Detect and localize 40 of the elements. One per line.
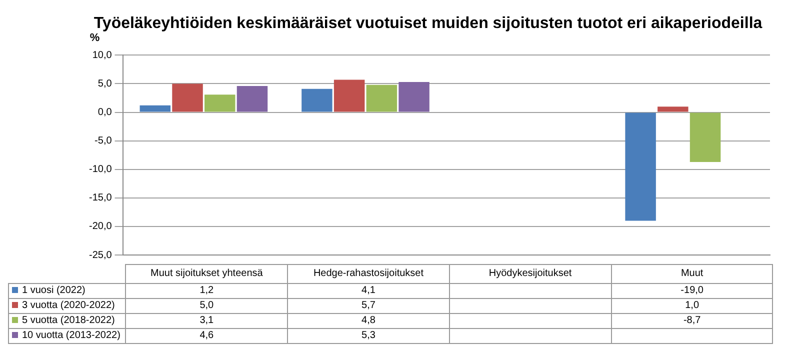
data-label: 3,1 — [126, 313, 288, 328]
bar — [334, 80, 365, 112]
bar — [690, 112, 721, 162]
bar — [236, 86, 268, 112]
bar — [204, 94, 236, 112]
bar — [625, 112, 656, 221]
data-label: 5,0 — [126, 298, 288, 313]
bar — [658, 106, 688, 112]
chart-title: Työeläkeyhtiöiden keskimääräiset vuotuiset muiden sijoitusten tuotot eri aikaperiodeilla — [94, 15, 762, 32]
x-tick-label: Hyödykesijoitukset — [449, 264, 612, 283]
data-label: 4,8 — [288, 313, 450, 328]
data-label: -8,7 — [611, 313, 773, 328]
data-label: 4,6 — [126, 328, 288, 343]
x-tick-label: Muut sijoitukset yhteensä — [126, 264, 288, 283]
bar — [140, 105, 171, 112]
data-label: 5,3 — [288, 328, 450, 343]
x-tick-label: Muut — [611, 264, 773, 283]
data-label: 4,1 — [288, 283, 450, 298]
x-tick-label: Hedge-rahastosijoitukset — [288, 264, 450, 283]
legend-label: 10 vuotta (2013-2022) — [8, 328, 126, 343]
y-tick-label: 0,0 — [98, 107, 112, 118]
data-label: 1,2 — [126, 283, 288, 298]
legend-label: 1 vuosi (2022) — [8, 283, 126, 298]
y-tick-label: -25,0 — [88, 250, 112, 261]
data-label: 5,7 — [288, 298, 450, 313]
bar — [302, 88, 332, 112]
bar — [398, 82, 430, 112]
bar — [366, 84, 398, 112]
y-tick-label: -15,0 — [88, 192, 112, 204]
data-label: 1,0 — [611, 298, 773, 313]
legend-label: 5 vuotta (2018-2022) — [8, 313, 126, 328]
bar — [172, 84, 203, 112]
data-label: -19,0 — [611, 283, 773, 298]
y-axis-title: % — [90, 32, 100, 44]
y-tick-label: -10,0 — [88, 164, 112, 176]
y-tick-label: 10,0 — [92, 50, 112, 61]
legend-label: 3 vuotta (2020-2022) — [8, 298, 126, 313]
y-tick-label: -20,0 — [88, 221, 112, 232]
y-tick-label: 5,0 — [98, 78, 112, 90]
y-tick-label: -5,0 — [94, 136, 112, 147]
